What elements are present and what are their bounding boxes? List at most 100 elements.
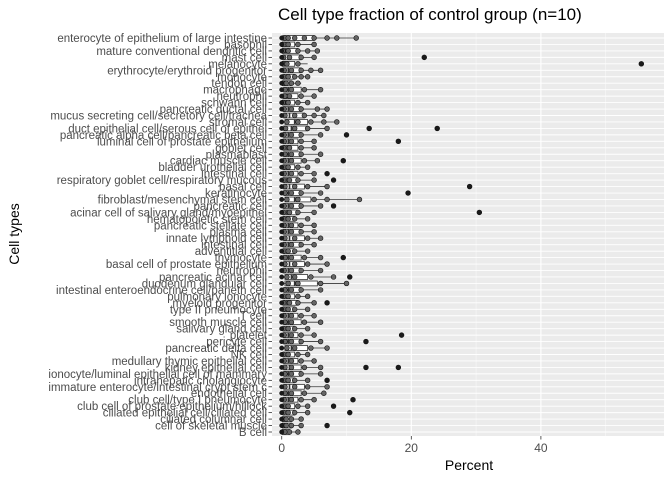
zero-point — [279, 113, 285, 118]
data-point — [317, 151, 324, 157]
outlier-point — [395, 364, 402, 371]
y-tick-label: intestinal enteroendocrine cell/paneth c… — [56, 285, 267, 297]
y-tick-label: goblet cell — [215, 143, 267, 155]
zero-point — [279, 145, 285, 151]
zero-point — [279, 371, 285, 377]
data-point — [288, 158, 295, 164]
data-point — [284, 119, 290, 125]
data-point — [298, 54, 304, 61]
y-tick-label: neutrophil — [216, 266, 267, 278]
boxplot-group — [281, 196, 363, 203]
data-point — [291, 274, 298, 280]
outlier-point — [330, 203, 337, 209]
data-point — [285, 403, 291, 409]
data-point — [288, 332, 295, 338]
data-point — [317, 364, 324, 371]
zero-point — [279, 339, 285, 345]
data-point — [321, 112, 327, 119]
data-point — [304, 325, 311, 332]
y-tick-label: immature enterocyte/intestinal crypt ste… — [48, 382, 267, 394]
zero-point — [279, 261, 285, 267]
boxplot-group — [279, 429, 301, 435]
boxplot-group — [281, 338, 369, 345]
data-point — [304, 293, 311, 300]
data-point — [288, 254, 295, 261]
data-point — [291, 112, 298, 119]
y-tick-label: smooth muscle cell — [169, 317, 267, 329]
zero-point — [279, 61, 285, 67]
data-point — [288, 138, 295, 145]
y-tick-label: innate lymphoid cell — [166, 233, 267, 245]
data-point — [285, 377, 291, 384]
data-point — [298, 132, 304, 138]
data-point — [324, 183, 330, 190]
data-point — [311, 138, 317, 145]
y-tick-label: pericyte cell — [206, 337, 267, 349]
data-point — [317, 267, 324, 274]
boxplot-group — [280, 73, 311, 80]
boxplot-group — [281, 312, 317, 319]
boxplot-group — [281, 345, 330, 351]
zero-point — [279, 416, 285, 422]
zero-point — [279, 384, 285, 390]
data-point — [311, 209, 317, 216]
y-tick-label: NK cell — [231, 349, 267, 361]
data-point — [285, 35, 291, 41]
data-point — [295, 209, 301, 216]
zero-point — [279, 287, 285, 293]
data-point — [285, 216, 291, 222]
data-point — [311, 222, 317, 229]
y-tick-label: pancreatic alpha cell/pancreatic beta ce… — [60, 130, 267, 142]
data-point — [298, 241, 304, 248]
data-point — [285, 293, 291, 300]
y-tick-labels: enterocyte of epithelium of large intest… — [48, 33, 272, 439]
zero-point — [279, 164, 285, 170]
y-tick-label: erythrocyte/erythroid progenitor — [107, 65, 267, 77]
y-tick-label: plasma cell — [209, 227, 267, 239]
data-point — [291, 35, 298, 41]
y-tick-label: acinar cell of salivary gland/myoepithel — [70, 207, 267, 219]
boxplot-group — [281, 106, 330, 112]
zero-point — [279, 248, 285, 254]
data-point — [317, 190, 324, 196]
zero-point — [279, 274, 285, 280]
data-point — [285, 248, 291, 254]
data-point — [285, 41, 291, 48]
data-point — [288, 397, 295, 403]
outlier-point — [324, 300, 330, 306]
boxplot-group — [281, 274, 353, 280]
data-point — [311, 397, 317, 403]
boxplot-group — [280, 248, 311, 254]
boxplot-group — [281, 138, 402, 145]
data-point — [317, 254, 324, 261]
zero-point — [279, 80, 285, 86]
data-point — [288, 371, 295, 377]
data-point — [317, 319, 324, 325]
data-point — [304, 409, 311, 416]
y-tick-label: stromal cell — [209, 117, 267, 129]
data-point — [321, 119, 327, 125]
y-tick-label: cell of skeletal muscle — [155, 421, 267, 433]
y-tick-label: pancreatic stellate cell — [154, 220, 267, 232]
zero-point — [279, 242, 285, 248]
data-point — [311, 41, 317, 48]
y-tick-label: fibroblast/mesenchymal stem cell — [98, 194, 267, 206]
data-point — [295, 177, 301, 183]
y-tick-label: cardiac muscle cell — [170, 156, 267, 168]
data-point — [288, 267, 295, 274]
y-tick-label: mucus secreting cell/secretory cell/trac… — [50, 111, 267, 123]
data-point — [291, 384, 298, 390]
data-point — [288, 241, 295, 248]
data-point — [285, 99, 291, 106]
data-point — [304, 48, 311, 54]
data-point — [291, 183, 298, 190]
data-point — [356, 196, 363, 203]
data-point — [298, 190, 304, 196]
plot-panel — [272, 33, 664, 436]
zero-point — [279, 106, 285, 112]
zero-point — [279, 87, 285, 93]
data-point — [324, 261, 330, 267]
data-point — [288, 80, 295, 86]
data-point — [301, 319, 308, 325]
data-point — [288, 132, 295, 138]
